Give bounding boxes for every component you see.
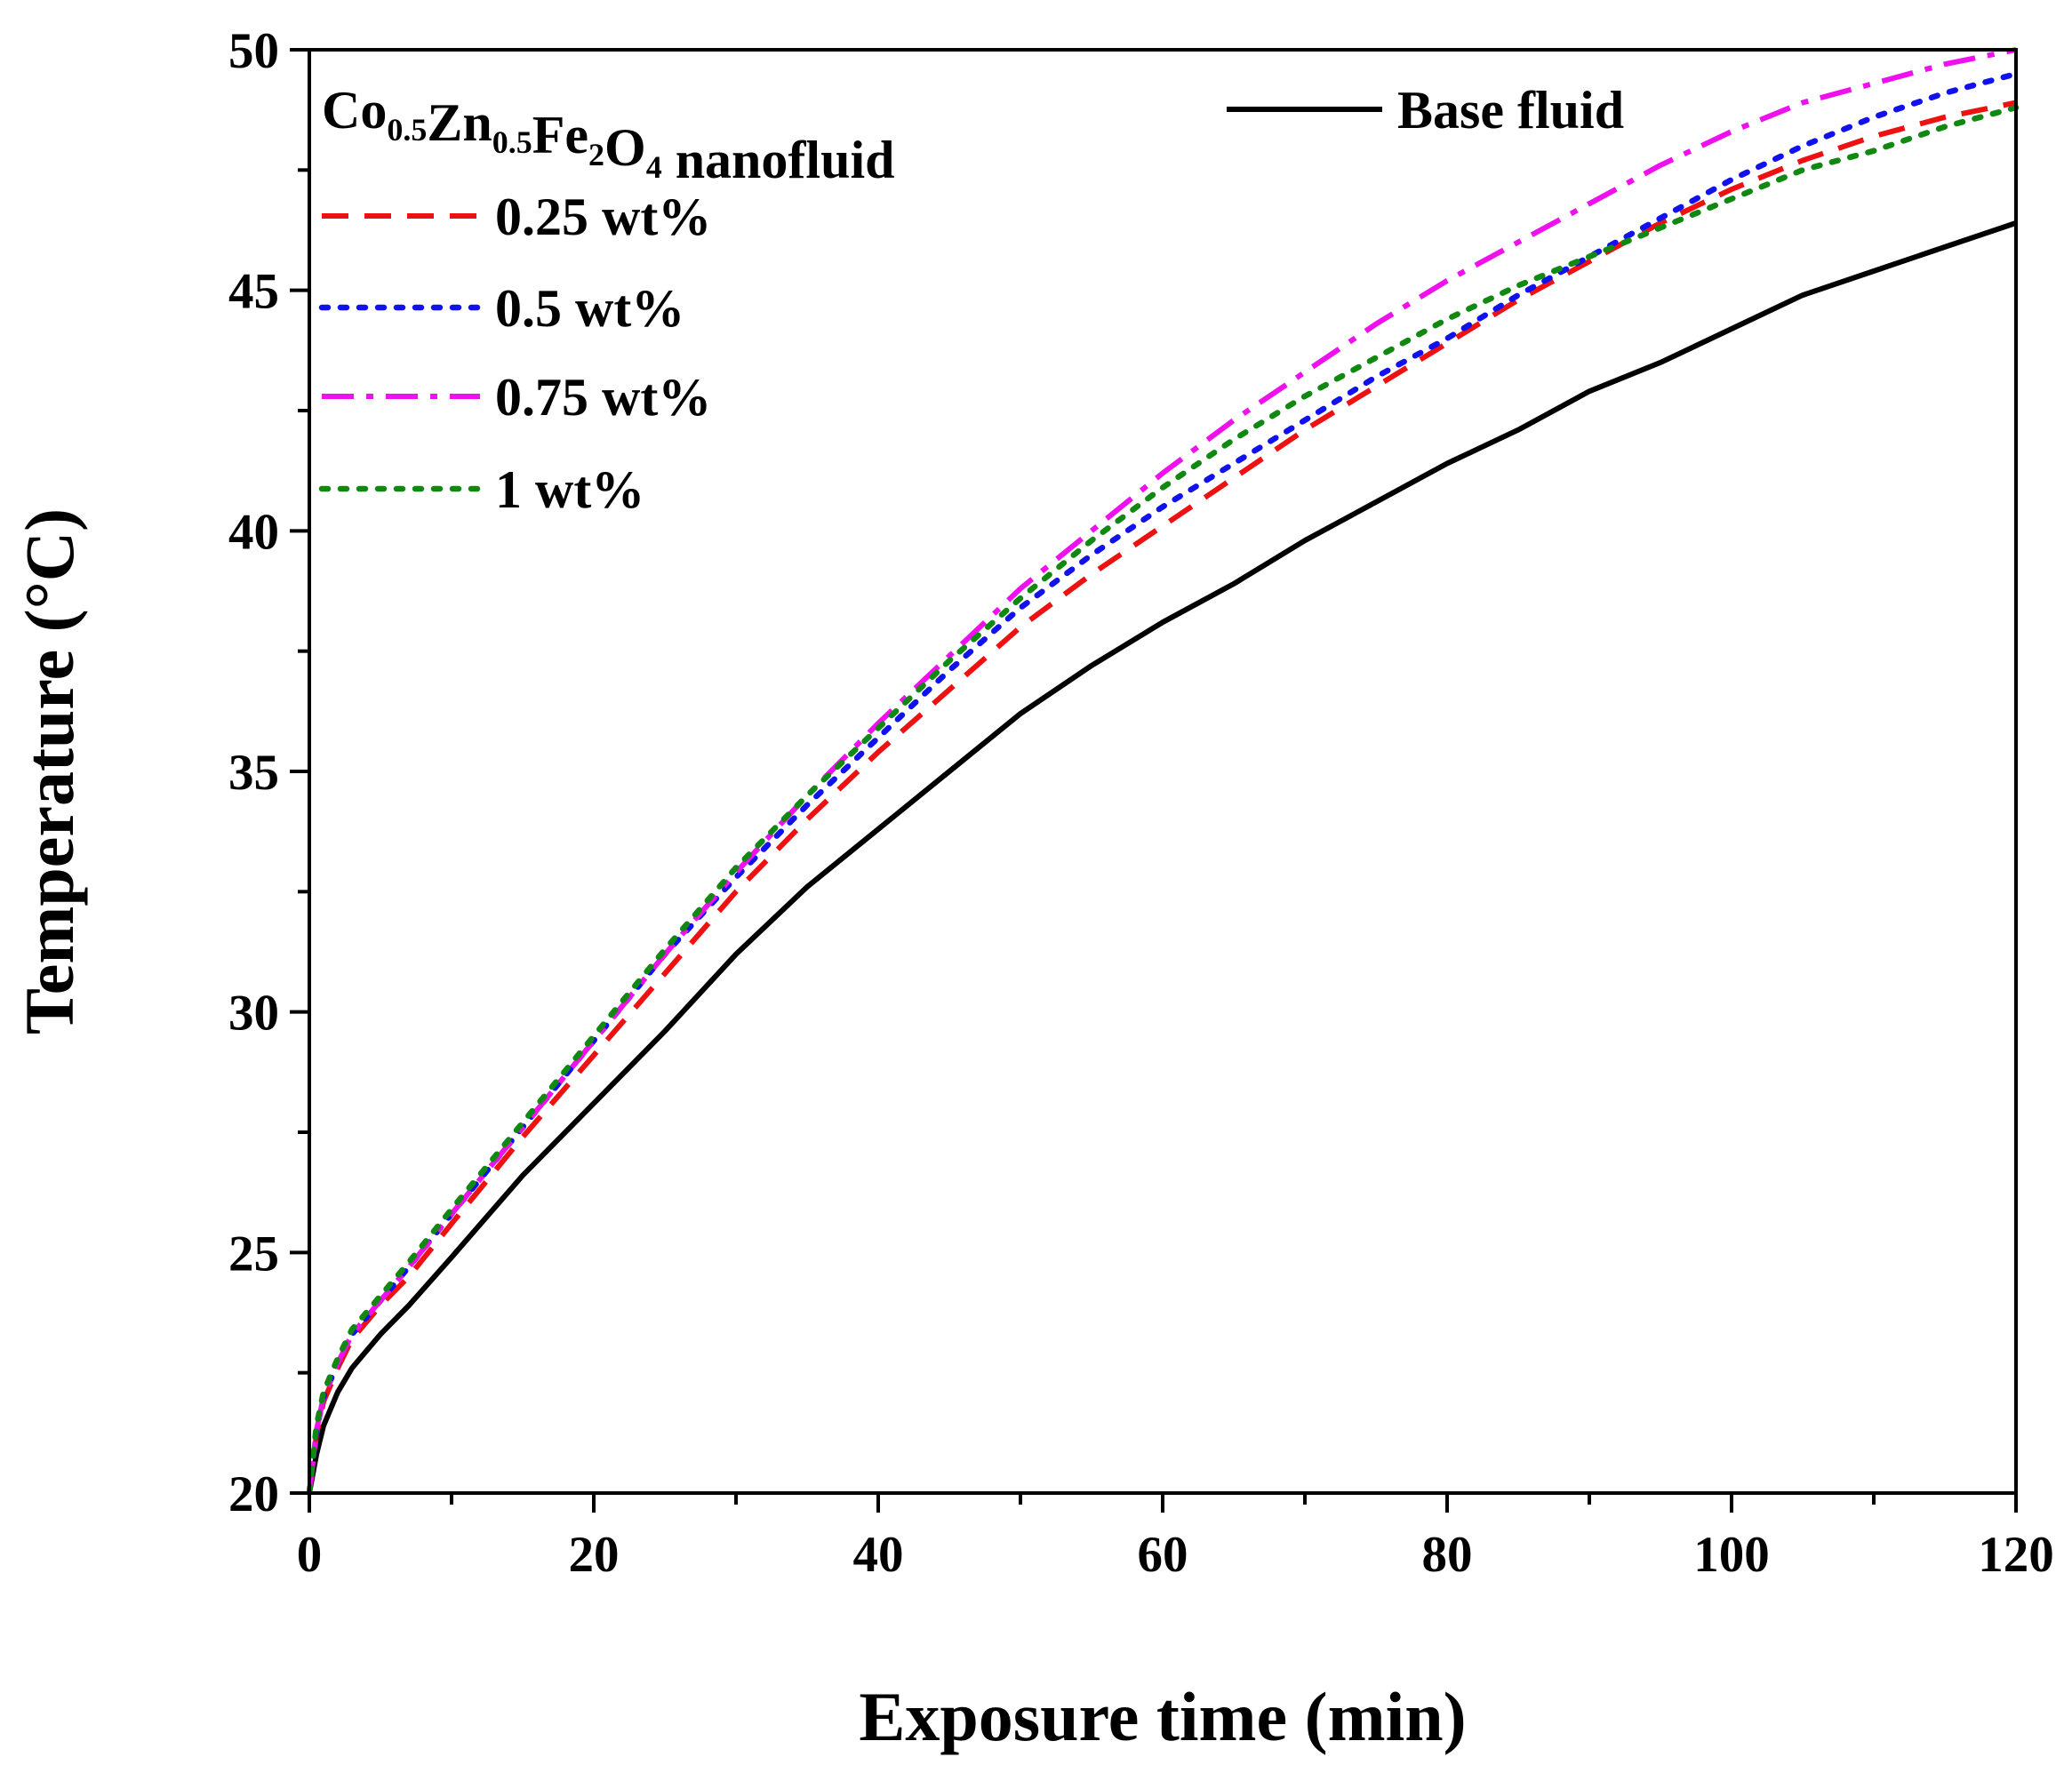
y-tick-label: 45 bbox=[228, 264, 279, 320]
legend-title-part: Co bbox=[322, 81, 387, 140]
x-axis-title: Exposure time (min) bbox=[859, 1678, 1466, 1755]
x-tick-label: 100 bbox=[1693, 1527, 1770, 1583]
y-tick-label: 35 bbox=[228, 745, 279, 801]
legend-label-3: 0.75 wt% bbox=[495, 368, 711, 427]
x-tick-label: 80 bbox=[1422, 1527, 1473, 1583]
legend-title-part: Zn bbox=[427, 93, 492, 152]
axis-tick-labels: 0 20 40 60 80 100 120 20 25 30 35 40 45 50 bbox=[228, 23, 2054, 1583]
legend-title-subscript: 0.5 bbox=[387, 112, 427, 148]
series-line-1 bbox=[307, 100, 2017, 1494]
y-tick-label: 20 bbox=[228, 1466, 279, 1522]
series-line-4 bbox=[306, 104, 2020, 1497]
y-tick-label: 40 bbox=[228, 504, 279, 560]
y-axis-title: Temperature (°C) bbox=[11, 508, 88, 1034]
legend-title-subscript: 2 bbox=[588, 137, 604, 172]
series-line-0 bbox=[307, 220, 2017, 1494]
plot-lines bbox=[306, 47, 2020, 1497]
legend-title-part: O bbox=[604, 118, 646, 177]
legend: Co0.5Zn0.5Fe2O4 nanofluid Base fluid0.25… bbox=[318, 81, 1624, 519]
legend-label-4: 1 wt% bbox=[495, 460, 644, 519]
y-tick-label: 30 bbox=[228, 986, 279, 1042]
y-tick-label: 25 bbox=[228, 1226, 279, 1282]
x-tick-label: 20 bbox=[569, 1527, 620, 1583]
legend-label-0: Base fluid bbox=[1397, 81, 1624, 140]
y-tick-label: 50 bbox=[228, 23, 279, 79]
legend-title-subscript: 4 bbox=[646, 149, 662, 185]
series-line-3 bbox=[307, 47, 2017, 1494]
legend-label-2: 0.5 wt% bbox=[495, 279, 684, 338]
legend-label-1: 0.25 wt% bbox=[495, 188, 711, 246]
x-tick-label: 120 bbox=[1978, 1527, 2054, 1583]
axis-ticks bbox=[290, 48, 2018, 1513]
legend-title-part: nanofluid bbox=[662, 131, 895, 189]
legend-group-title: Co0.5Zn0.5Fe2O4 nanofluid bbox=[322, 81, 894, 189]
legend-title-subscript: 0.5 bbox=[492, 124, 532, 160]
x-tick-label: 0 bbox=[297, 1527, 323, 1583]
x-tick-label: 40 bbox=[853, 1527, 904, 1583]
x-tick-label: 60 bbox=[1138, 1527, 1188, 1583]
legend-title-part: Fe bbox=[532, 106, 588, 164]
